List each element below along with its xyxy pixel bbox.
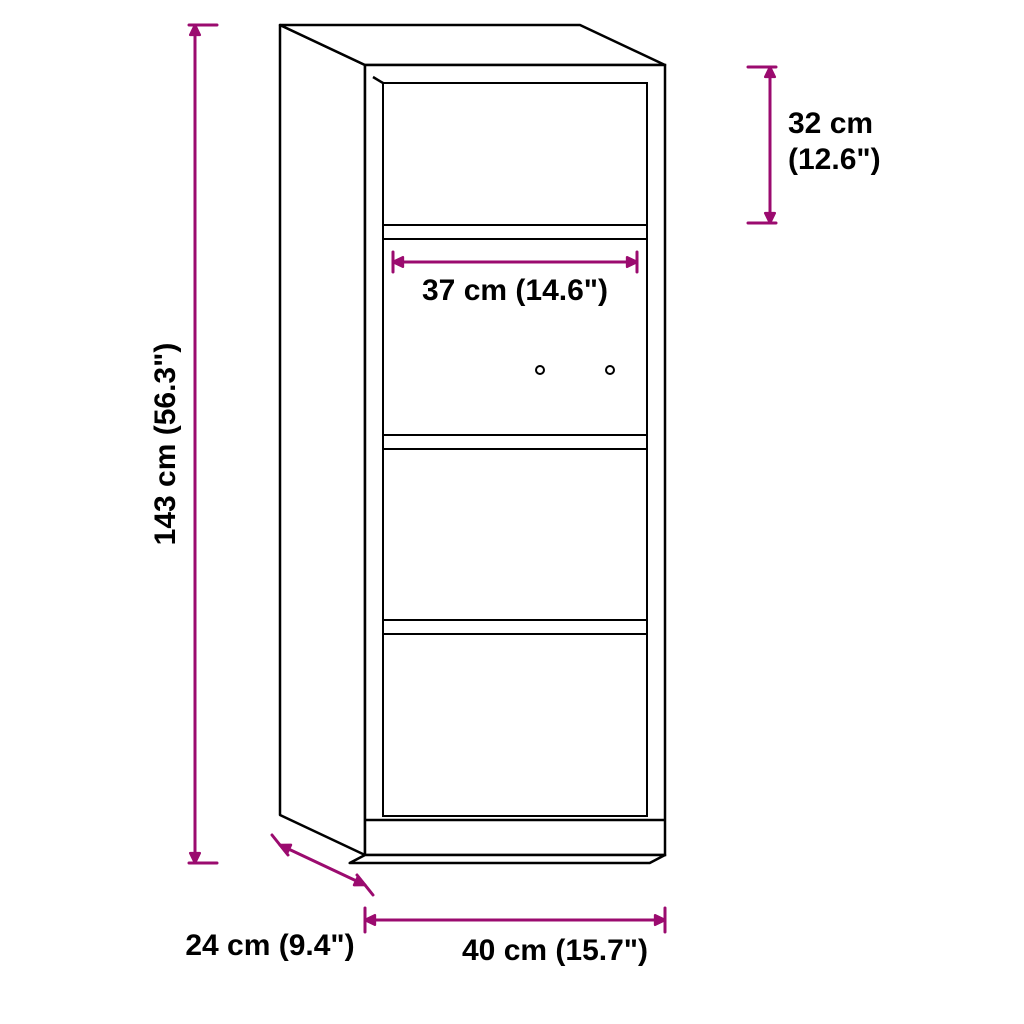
svg-text:24 cm (9.4"): 24 cm (9.4") [185,929,354,962]
svg-text:(12.6"): (12.6") [788,143,881,176]
svg-text:37 cm (14.6"): 37 cm (14.6") [422,274,608,307]
svg-text:32 cm: 32 cm [788,107,873,140]
svg-text:143 cm (56.3"): 143 cm (56.3") [149,343,182,546]
svg-text:40 cm (15.7"): 40 cm (15.7") [462,934,648,967]
